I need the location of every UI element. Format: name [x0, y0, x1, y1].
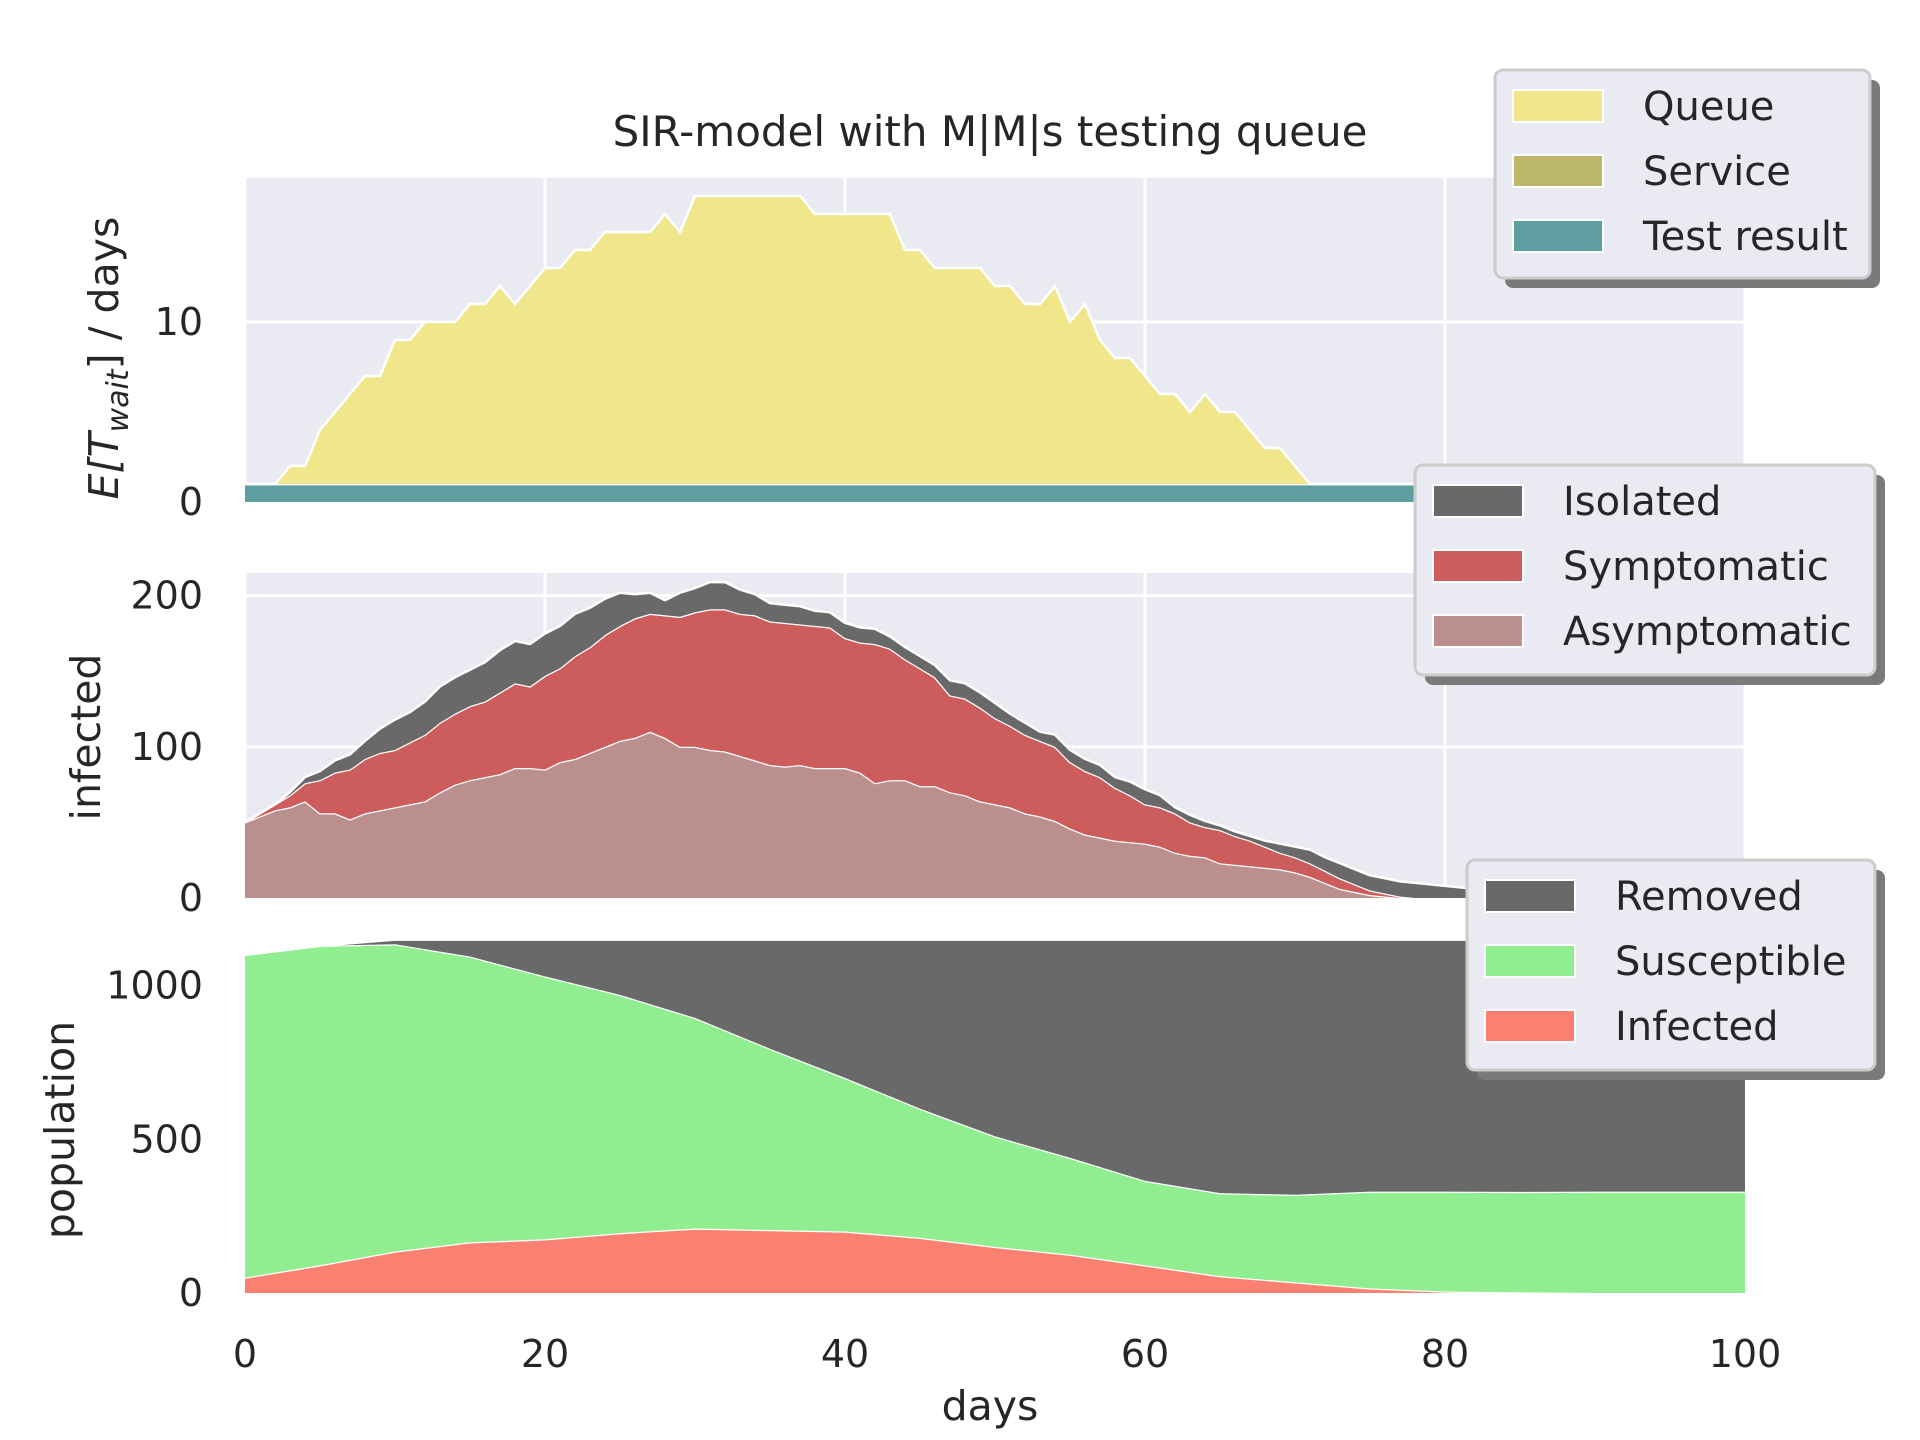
- infected-area-asymptomatic: [245, 731, 1745, 898]
- wait-ylabel-sub: wait: [101, 368, 136, 432]
- population-legend: Removed Susceptible Infected: [1465, 858, 1885, 1080]
- population-legend-swatch-removed: [1484, 879, 1576, 913]
- wait-y-tick-label: 10: [155, 300, 203, 344]
- infected-legend-swatch-symptomatic: [1432, 549, 1524, 583]
- infected-y-axis-label: infected: [62, 654, 110, 821]
- infected-legend-swatch-asymptomatic: [1432, 614, 1524, 648]
- wait-y-axis-label: E[Twait] / days: [80, 217, 136, 500]
- wait-ylabel-prefix: E[T: [80, 429, 128, 499]
- x-tick-label: 20: [521, 1332, 569, 1376]
- infected-legend-box: [1413, 463, 1877, 677]
- wait-legend-swatch-service: [1512, 154, 1604, 188]
- wait-area-test-result: [245, 484, 1745, 502]
- chart-title: SIR-model with M|M|s testing queue: [613, 107, 1368, 156]
- population-y-tick-label: 0: [179, 1271, 203, 1315]
- infected-legend-label-isolated: Isolated: [1563, 479, 1721, 525]
- population-area-susceptible: [245, 944, 1745, 1293]
- population-y-tick-label: 500: [130, 1117, 203, 1161]
- infected-legend-label-asymptomatic: Asymptomatic: [1563, 609, 1852, 655]
- population-y-axis-label: population: [36, 1021, 84, 1239]
- x-axis: 0 20 40 60 80 100: [233, 1332, 1781, 1376]
- infected-y-tick-label: 200: [130, 574, 203, 618]
- infected-legend-label-symptomatic: Symptomatic: [1563, 544, 1829, 590]
- x-tick-label: 40: [821, 1332, 869, 1376]
- infected-legend: Isolated Symptomatic Asymptomatic: [1413, 463, 1885, 685]
- population-legend-label-susceptible: Susceptible: [1615, 939, 1846, 985]
- wait-y-tick-label: 0: [179, 480, 203, 524]
- wait-legend-swatch-test-result: [1512, 219, 1604, 253]
- population-area-removed: [245, 939, 1745, 1195]
- x-tick-label: 60: [1121, 1332, 1169, 1376]
- wait-legend: Queue Service Test result: [1493, 68, 1880, 288]
- panel-infected: 0 100 200: [130, 573, 1747, 920]
- infected-y-tick-label: 100: [130, 725, 203, 769]
- x-tick-label: 100: [1709, 1332, 1782, 1376]
- infected-area-symptomatic: [245, 609, 1745, 898]
- wait-legend-label-service: Service: [1643, 149, 1791, 195]
- wait-legend-label-queue: Queue: [1643, 84, 1774, 130]
- population-legend-swatch-susceptible: [1484, 944, 1576, 978]
- x-axis-label: days: [942, 1382, 1039, 1430]
- infected-legend-swatch-isolated: [1432, 484, 1524, 518]
- wait-ylabel-suffix: ] / days: [80, 217, 128, 370]
- population-legend-label-infected: Infected: [1615, 1004, 1779, 1050]
- population-legend-swatch-infected: [1484, 1009, 1576, 1043]
- population-legend-label-removed: Removed: [1615, 874, 1803, 920]
- wait-legend-label-test-result: Test result: [1642, 214, 1848, 260]
- population-area-infected: [245, 1228, 1745, 1293]
- legends: Queue Service Test result Isolated Symptomat…: [1413, 68, 1885, 1080]
- population-y-tick-label: 1000: [106, 964, 203, 1008]
- wait-area-queue: [245, 196, 1745, 484]
- infected-y-tick-label: 0: [179, 876, 203, 920]
- x-tick-label: 80: [1421, 1332, 1469, 1376]
- x-tick-label: 0: [233, 1332, 257, 1376]
- wait-legend-swatch-queue: [1512, 89, 1604, 123]
